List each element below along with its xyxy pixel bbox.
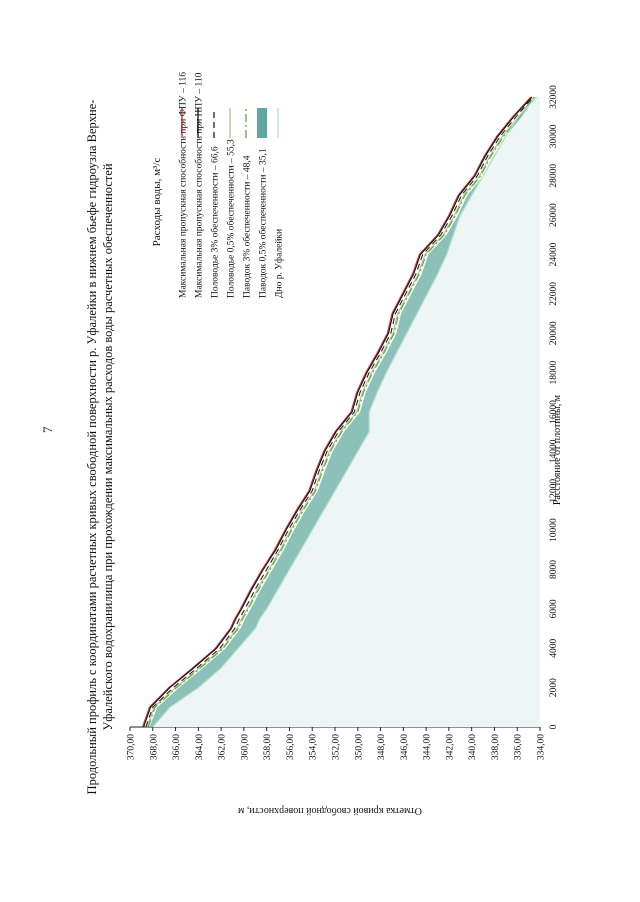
legend-title: Расходы воды, м³/с: [151, 158, 163, 247]
x-tick-label: 14000: [549, 439, 559, 463]
legend-label: Половодье 0,5% обеспеченности – 55,3: [226, 139, 237, 298]
x-tick-label: 12000: [549, 479, 559, 503]
y-tick-label: 352,00: [332, 734, 342, 760]
series-line-0: [142, 96, 532, 728]
legend-label: Максимальная пропускная способность при …: [194, 72, 205, 298]
chart-title-line1: Продольный профиль с координатами расчет…: [85, 100, 99, 795]
x-axis-label: Расстояние от плотины, м: [552, 394, 563, 505]
legend-label: Половодье 3% обеспеченности – 66,6: [210, 146, 221, 298]
x-tick-label: 2000: [549, 678, 559, 697]
x-tick-label: 8000: [549, 560, 559, 579]
axes: 334,00 336,00 338,00 340,00 342,00 344,00 346,…: [127, 85, 560, 760]
x-tick-label: 0: [549, 724, 559, 729]
y-tick-label: 362,00: [218, 734, 228, 760]
x-tick-label: 22000: [549, 282, 559, 306]
x-tick-label: 16000: [549, 400, 559, 424]
water-band-fill: [149, 97, 537, 727]
series-line-3: [146, 96, 535, 728]
legend-label: Максимальная пропускная способность при …: [178, 72, 189, 298]
y-tick-label: 344,00: [423, 734, 433, 760]
x-tick-label: 18000: [549, 361, 559, 385]
y-tick-label: 354,00: [309, 734, 319, 760]
y-tick-label: 364,00: [195, 734, 205, 760]
x-tick-label: 28000: [549, 164, 559, 188]
legend-label: Дно р. Уфалейки: [274, 229, 285, 298]
y-tick-label: 366,00: [172, 734, 182, 760]
y-tick-label: 348,00: [377, 734, 387, 760]
legend-swatch: [257, 108, 267, 138]
y-tick-label: 346,00: [400, 734, 410, 760]
legend-items: Максимальная пропускная способность при …: [178, 72, 285, 298]
legend-label: Паводок 0,5% обеспеченности – 35,1: [258, 148, 269, 298]
legend-label: Паводок 3% обеспеченности – 48,4: [242, 155, 253, 298]
y-axis-label: Отметка кривой свободной поверхности, м: [237, 805, 421, 816]
x-tick-label: 6000: [549, 599, 559, 618]
y-tick-label: 358,00: [263, 734, 273, 760]
x-tick-label: 26000: [549, 203, 559, 227]
x-tick-label: 10000: [549, 518, 559, 542]
y-tick-label: 334,00: [537, 734, 547, 760]
legend: Расходы воды, м³/с Максимальная пропускн…: [141, 72, 295, 303]
x-tick-label: 32000: [549, 85, 559, 109]
y-tick-label: 342,00: [445, 734, 455, 760]
x-tick-label: 30000: [549, 124, 559, 148]
legend-frame: [141, 101, 295, 303]
y-tick-label: 368,00: [149, 734, 159, 760]
chart-title-line2: Уфалейского водохранилища при прохождени…: [101, 163, 115, 731]
y-tick-label: 370,00: [127, 734, 137, 760]
series-line-4: [147, 96, 535, 728]
y-tick-label: 360,00: [240, 734, 250, 760]
riverbed-fill: [152, 97, 540, 727]
y-tick-label: 356,00: [286, 734, 296, 760]
x-tick-label: 20000: [549, 321, 559, 345]
series-line-2: [145, 96, 534, 728]
y-tick-label: 336,00: [514, 734, 524, 760]
x-tick-label: 4000: [549, 639, 559, 658]
y-tick-label: 338,00: [491, 734, 501, 760]
series-line-1: [143, 96, 533, 728]
plot-area: [142, 96, 540, 728]
series-line-6: [152, 96, 538, 728]
x-tick-label: 24000: [549, 242, 559, 266]
y-tick-label: 340,00: [468, 734, 478, 760]
y-tick-label: 350,00: [354, 734, 364, 760]
